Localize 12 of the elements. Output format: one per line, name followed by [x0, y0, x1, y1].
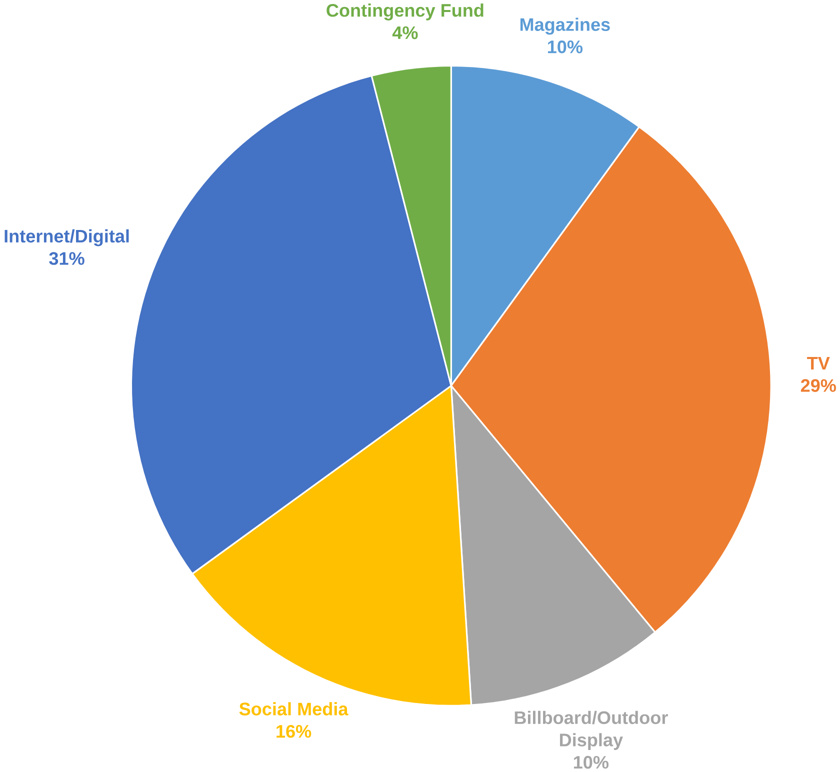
slice-label: Magazines: [520, 18, 610, 34]
data-label: 10%: [574, 756, 609, 769]
slice-label: Internet/Digital: [4, 229, 129, 246]
slice-label: Social Media: [239, 702, 348, 716]
data-label: 16%: [276, 724, 312, 738]
slice-label: Billboard/Outdoor Display: [514, 710, 668, 750]
slice-label: TV: [807, 356, 830, 370]
data-label: 10%: [548, 40, 583, 54]
slice-label: Contingency Fund: [326, 3, 484, 20]
data-label: 4%: [392, 26, 418, 39]
data-label: 31%: [49, 252, 84, 265]
data-label: 29%: [800, 379, 836, 392]
